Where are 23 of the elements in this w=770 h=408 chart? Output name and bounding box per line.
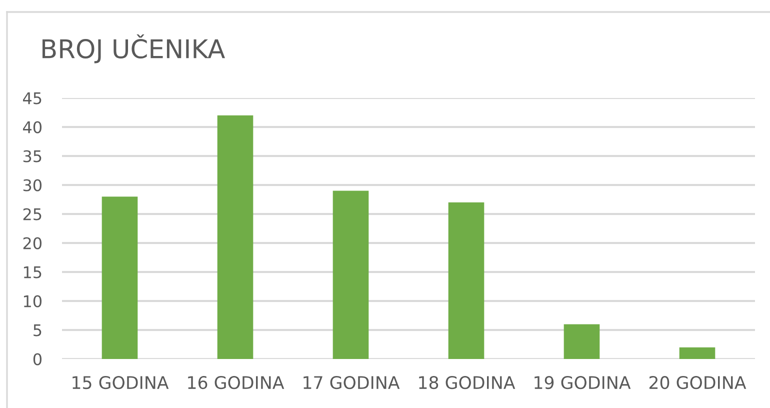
y-tick-label: 20 bbox=[23, 237, 42, 250]
y-tick-label: 45 bbox=[23, 92, 42, 104]
bar bbox=[448, 202, 484, 359]
y-tick-label: 35 bbox=[23, 150, 42, 162]
y-tick-label: 0 bbox=[33, 353, 42, 366]
x-tick-label: 16 GODINA bbox=[188, 376, 284, 390]
chart-title: BROJ UČENIKA bbox=[42, 34, 225, 64]
x-tick-label: 15 GODINA bbox=[72, 376, 169, 390]
y-tick-label: 15 bbox=[24, 266, 42, 278]
y-tick-label: 5 bbox=[34, 324, 42, 336]
y-tick-label: 40 bbox=[23, 121, 42, 134]
bar bbox=[679, 347, 716, 359]
bar bbox=[332, 190, 369, 359]
x-tick-label: 17 GODINA bbox=[304, 376, 400, 390]
bar bbox=[102, 196, 138, 359]
bar bbox=[564, 324, 600, 359]
x-tick-label: 19 GODINA bbox=[534, 376, 631, 390]
x-tick-label: 20 GODINA bbox=[649, 376, 746, 390]
x-tick-label: 18 GODINA bbox=[419, 376, 516, 390]
y-tick-label: 10 bbox=[24, 295, 42, 308]
bar bbox=[217, 115, 254, 359]
y-tick-label: 30 bbox=[23, 179, 42, 192]
y-tick-label: 25 bbox=[23, 208, 42, 220]
